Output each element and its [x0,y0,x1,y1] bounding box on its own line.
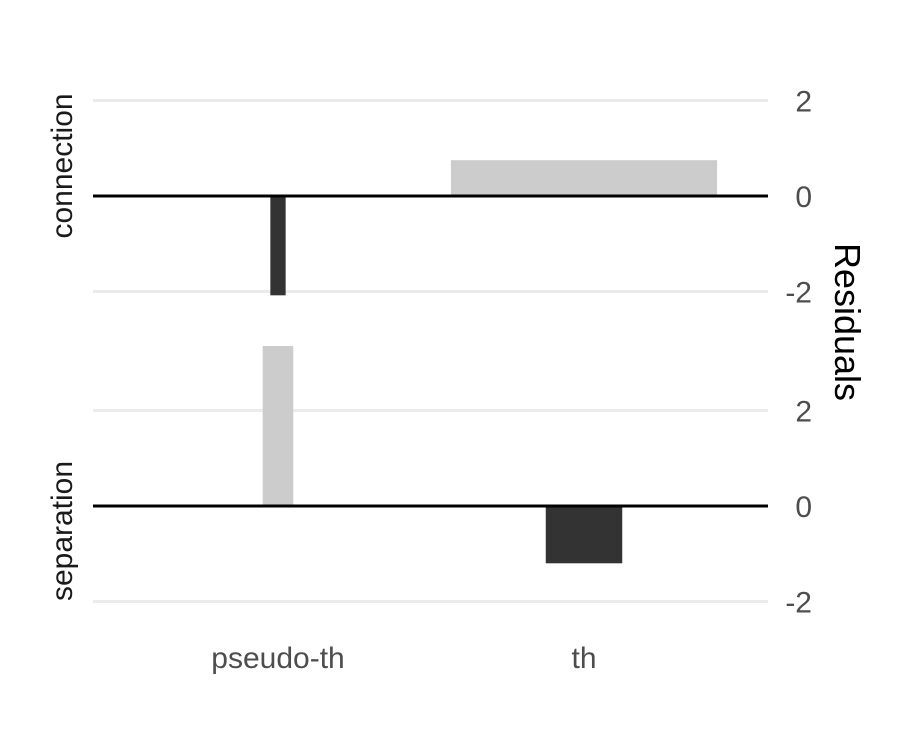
bar-connection-th [450,160,718,196]
x-axis-labels: pseudo-th th [211,642,596,675]
panel-connection [93,99,768,296]
y-tick-label: 0 [795,491,812,524]
y-tick-label: 2 [795,86,812,119]
facet-label-separation: separation [46,461,79,601]
bar-separation-pseudo-th [262,346,294,506]
bar-connection-pseudo-th [270,196,286,296]
panel-separation [93,346,768,603]
y-axis-labels: -2 0 2 -2 0 2 [785,86,812,620]
chart-panels [93,99,768,603]
x-tick-label-pseudo-th: pseudo-th [211,642,344,675]
y-tick-label: 2 [795,396,812,429]
y-tick-label: -2 [785,587,812,620]
bar-separation-th [545,506,623,564]
facet-label-connection: connection [46,93,79,238]
x-tick-label-th: th [571,642,596,675]
y-axis-title: Residuals [827,243,868,401]
y-tick-label: -2 [785,277,812,310]
y-tick-label: 0 [795,181,812,214]
facet-labels: connection separation [46,93,79,601]
